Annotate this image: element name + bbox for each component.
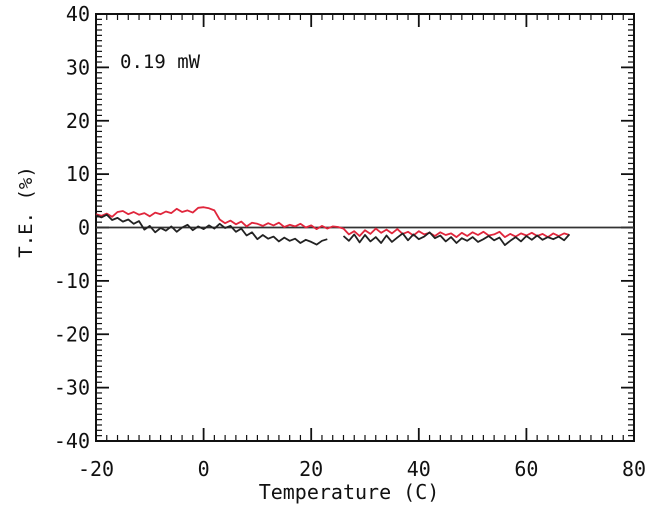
power-annotation: 0.19 mW: [120, 51, 201, 73]
x-tick-label: 20: [299, 457, 323, 481]
x-tick-label: 80: [622, 457, 646, 481]
x-axis-label: Temperature (C): [259, 480, 440, 504]
y-tick-label: 10: [66, 162, 90, 186]
major-tick-group: [95, 13, 635, 442]
x-tick-label-group: -20 0 20 40 60 80: [78, 457, 646, 481]
x-tick-label: -20: [78, 457, 114, 481]
series-line-2: [342, 231, 571, 247]
series-line-0: [95, 206, 570, 239]
y-tick-label: 40: [66, 2, 90, 26]
y-tick-label: -10: [54, 269, 90, 293]
y-tick-label: 0: [78, 216, 90, 240]
series-line-1: [95, 213, 328, 246]
x-tick-label: 60: [514, 457, 538, 481]
x-tick-label: 40: [407, 457, 431, 481]
series-group: [95, 206, 571, 247]
y-tick-label: 20: [66, 109, 90, 133]
x-tick-label: 0: [198, 457, 210, 481]
y-tick-label: -40: [54, 429, 90, 453]
y-tick-label: -30: [54, 376, 90, 400]
y-axis-label: T.E. (%): [15, 166, 37, 258]
y-tick-label: -20: [54, 322, 90, 346]
y-tick-label-group: -40 -30 -20 -10 0 10 20 30 40: [54, 2, 90, 453]
y-tick-label: 30: [66, 55, 90, 79]
